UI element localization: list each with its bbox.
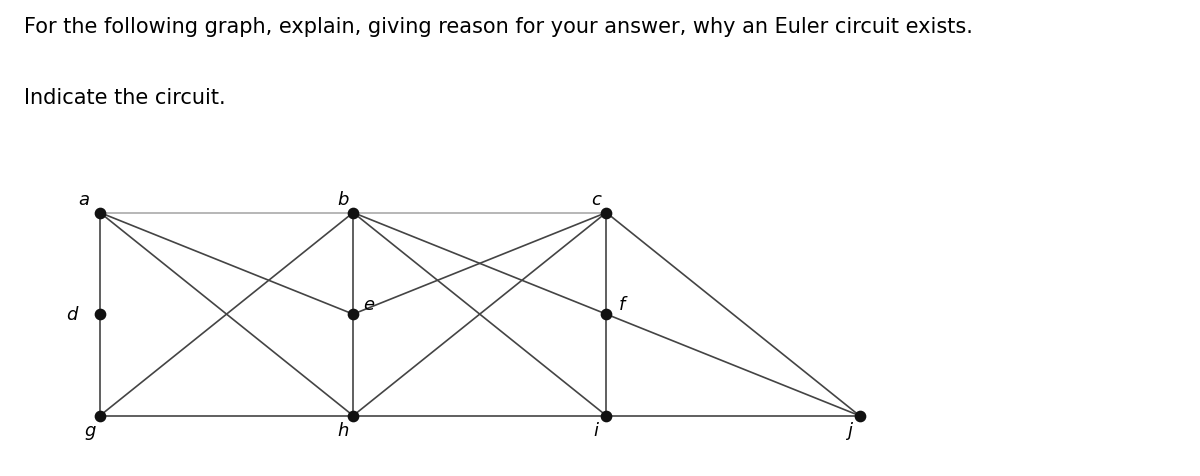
Point bbox=[596, 209, 616, 217]
Point bbox=[596, 311, 616, 318]
Text: i: i bbox=[594, 421, 599, 439]
Point bbox=[596, 412, 616, 420]
Point bbox=[343, 412, 362, 420]
Text: Indicate the circuit.: Indicate the circuit. bbox=[24, 88, 226, 108]
Point bbox=[850, 412, 869, 420]
Text: For the following graph, explain, giving reason for your answer, why an Euler ci: For the following graph, explain, giving… bbox=[24, 17, 973, 37]
Text: f: f bbox=[618, 295, 625, 313]
Point bbox=[343, 209, 362, 217]
Point bbox=[343, 311, 362, 318]
Text: g: g bbox=[84, 421, 96, 439]
Point bbox=[90, 311, 109, 318]
Text: h: h bbox=[337, 421, 349, 439]
Point bbox=[90, 209, 109, 217]
Text: e: e bbox=[362, 295, 374, 313]
Point bbox=[90, 412, 109, 420]
Text: c: c bbox=[592, 191, 601, 209]
Text: d: d bbox=[66, 306, 78, 324]
Text: j: j bbox=[847, 421, 852, 439]
Text: a: a bbox=[78, 191, 89, 209]
Text: b: b bbox=[337, 191, 349, 209]
